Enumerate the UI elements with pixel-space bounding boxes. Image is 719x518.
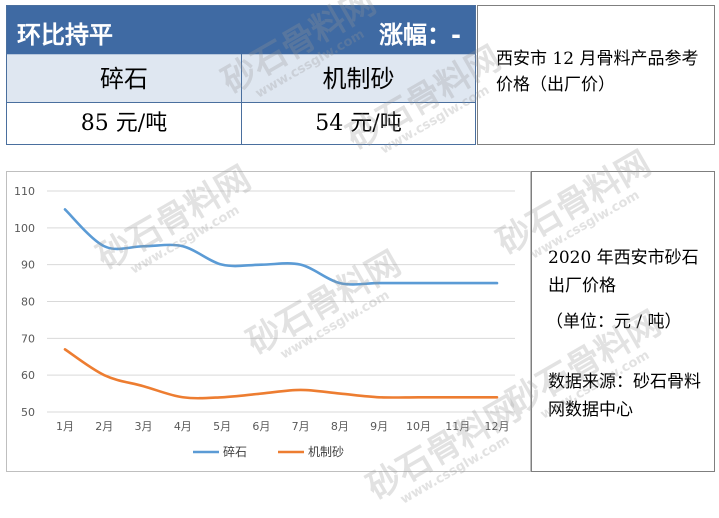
line-chart: 50 60 70 80 90 100 110 1月 2月 3月 4月 5月 6月 7月 8月 9月 10月 11月… — [14, 185, 515, 459]
y-tick-label: 90 — [21, 259, 35, 272]
x-tick-label: 1月 — [56, 420, 74, 433]
legend-label-gravel: 碎石 — [223, 444, 247, 459]
y-tick-label: 110 — [14, 185, 35, 198]
chart-description: 2020 年西安市砂石出厂价格 — [548, 248, 699, 296]
sand-column-header: 机制砂 — [242, 54, 475, 103]
chart-info-box: 2020 年西安市砂石出厂价格 （单位：元 / 吨） 数据来源：砂石骨料网数据中… — [531, 171, 715, 472]
x-tick-label: 12月 — [485, 420, 510, 433]
x-tick-label: 4月 — [174, 420, 192, 433]
y-tick-label: 100 — [14, 222, 35, 235]
x-tick-label: 5月 — [213, 420, 231, 433]
legend-label-sand: 机制砂 — [308, 445, 344, 459]
x-tick-label: 6月 — [252, 420, 270, 433]
price-table: 环比持平 涨幅：- 碎石 机制砂 85 元/吨 54 元/吨 — [6, 5, 476, 145]
y-tick-label: 60 — [21, 369, 35, 382]
sand-price: 54 元/吨 — [242, 103, 475, 144]
chart-container: 50 60 70 80 90 100 110 1月 2月 3月 4月 5月 6月 7月 8月 9月 10月 11月… — [6, 171, 531, 472]
y-tick-label: 50 — [21, 406, 35, 419]
row-divider — [7, 102, 475, 103]
data-source: 数据来源：砂石骨料网数据中心 — [548, 372, 701, 420]
x-tick-label: 9月 — [370, 420, 388, 433]
x-tick-label: 2月 — [95, 420, 113, 433]
y-tick-label: 80 — [21, 296, 35, 309]
x-tick-label: 3月 — [135, 420, 153, 433]
column-divider — [241, 54, 242, 144]
trend-label: 环比持平 — [17, 21, 113, 49]
x-tick-label: 7月 — [292, 420, 310, 433]
y-tick-label: 70 — [21, 332, 35, 345]
gravel-price: 85 元/吨 — [7, 103, 241, 144]
x-tick-label: 11月 — [445, 420, 470, 433]
price-header: 环比持平 涨幅：- — [7, 6, 475, 54]
x-tick-label: 10月 — [406, 420, 431, 433]
price-note: 西安市 12 月骨料产品参考价格（出厂价） — [496, 49, 699, 95]
series-line-sand — [63, 348, 499, 400]
change-label: 涨幅：- — [379, 21, 461, 49]
gravel-column-header: 碎石 — [7, 54, 241, 103]
chart-unit: （单位：元 / 吨） — [546, 312, 682, 332]
price-note-box: 西安市 12 月骨料产品参考价格（出厂价） — [477, 5, 715, 145]
series-line-gravel — [63, 208, 499, 286]
x-tick-label: 8月 — [331, 420, 349, 433]
